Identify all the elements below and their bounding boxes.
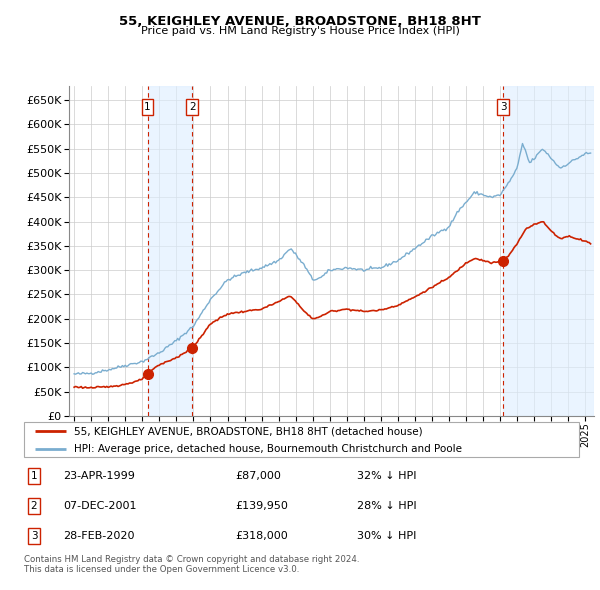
- Text: Price paid vs. HM Land Registry's House Price Index (HPI): Price paid vs. HM Land Registry's House …: [140, 26, 460, 36]
- Text: 07-DEC-2001: 07-DEC-2001: [63, 501, 136, 511]
- Text: £87,000: £87,000: [235, 471, 281, 481]
- Text: 30% ↓ HPI: 30% ↓ HPI: [357, 531, 416, 541]
- Text: 3: 3: [31, 531, 37, 541]
- Text: 2: 2: [31, 501, 37, 511]
- Text: 28% ↓ HPI: 28% ↓ HPI: [357, 501, 416, 511]
- Bar: [148, 86, 192, 416]
- Text: 32% ↓ HPI: 32% ↓ HPI: [357, 471, 416, 481]
- Text: £139,950: £139,950: [235, 501, 288, 511]
- Bar: [503, 86, 594, 416]
- Text: 3: 3: [500, 102, 506, 112]
- Text: 28-FEB-2020: 28-FEB-2020: [63, 531, 134, 541]
- Text: 55, KEIGHLEY AVENUE, BROADSTONE, BH18 8HT: 55, KEIGHLEY AVENUE, BROADSTONE, BH18 8H…: [119, 15, 481, 28]
- FancyBboxPatch shape: [24, 422, 579, 457]
- Text: 1: 1: [144, 102, 151, 112]
- Text: Contains HM Land Registry data © Crown copyright and database right 2024.
This d: Contains HM Land Registry data © Crown c…: [24, 555, 359, 574]
- Text: £318,000: £318,000: [235, 531, 287, 541]
- Text: 1: 1: [31, 471, 37, 481]
- Text: 55, KEIGHLEY AVENUE, BROADSTONE, BH18 8HT (detached house): 55, KEIGHLEY AVENUE, BROADSTONE, BH18 8H…: [74, 427, 422, 437]
- Text: 23-APR-1999: 23-APR-1999: [63, 471, 135, 481]
- Text: HPI: Average price, detached house, Bournemouth Christchurch and Poole: HPI: Average price, detached house, Bour…: [74, 444, 462, 454]
- Text: 2: 2: [189, 102, 196, 112]
